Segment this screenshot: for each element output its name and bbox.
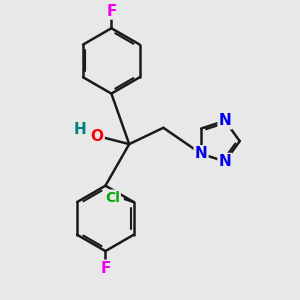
Text: F: F (100, 261, 111, 276)
Text: Cl: Cl (105, 190, 120, 205)
Text: F: F (106, 4, 117, 19)
Text: N: N (219, 154, 231, 169)
Text: N: N (219, 113, 231, 128)
Text: O: O (91, 129, 103, 144)
Text: H: H (74, 122, 87, 137)
Text: N: N (195, 146, 207, 161)
